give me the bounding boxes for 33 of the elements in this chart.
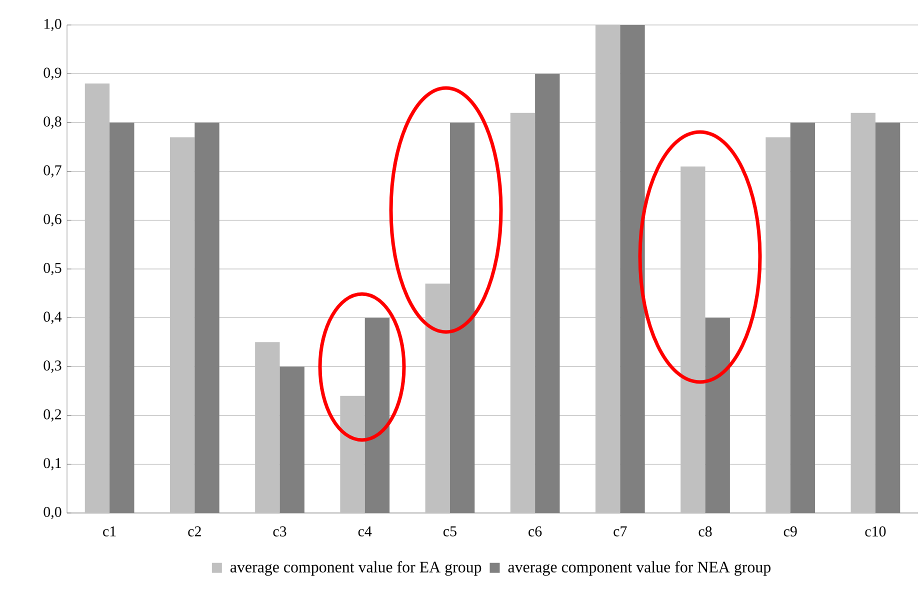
x-tick-label: c1 (103, 526, 116, 536)
x-tick-label: c9 (784, 526, 797, 536)
x-tick-label: c5 (443, 526, 456, 536)
legend-label: average component value for NEA group (508, 561, 770, 576)
x-tick-label: c2 (188, 526, 201, 536)
y-tick-label: 0,4 (44, 312, 62, 324)
y-tick-label: 0,6 (44, 214, 62, 226)
y-tick-label: 0,3 (44, 360, 62, 373)
bar (850, 112, 876, 513)
y-tick-label: 1,0 (44, 18, 62, 32)
y-tick-label: 0,2 (44, 409, 61, 422)
bar (680, 166, 706, 513)
x-tick-label: c3 (273, 526, 286, 536)
y-tick-label: 0,0 (44, 506, 62, 520)
x-tick-label: c6 (528, 526, 542, 536)
y-tick-label: 0,5 (44, 262, 62, 276)
bar (255, 342, 280, 513)
bar (84, 84, 110, 513)
y-tick-label: 0,7 (44, 165, 62, 178)
x-tick-label: c7 (614, 526, 627, 536)
bar (766, 137, 790, 513)
bar (340, 396, 365, 513)
bar (595, 24, 620, 513)
x-tick-label: c8 (698, 526, 712, 536)
bar (425, 284, 450, 513)
x-tick-label: c10 (865, 526, 886, 536)
bar (170, 137, 195, 513)
legend-label: average component value for EA group (230, 561, 482, 576)
y-tick-label: 0,1 (44, 458, 61, 470)
x-tick-label: c4 (358, 526, 372, 536)
bar (510, 112, 536, 513)
y-tick-label: 0,8 (44, 116, 62, 129)
y-tick-label: 0,9 (44, 68, 62, 80)
